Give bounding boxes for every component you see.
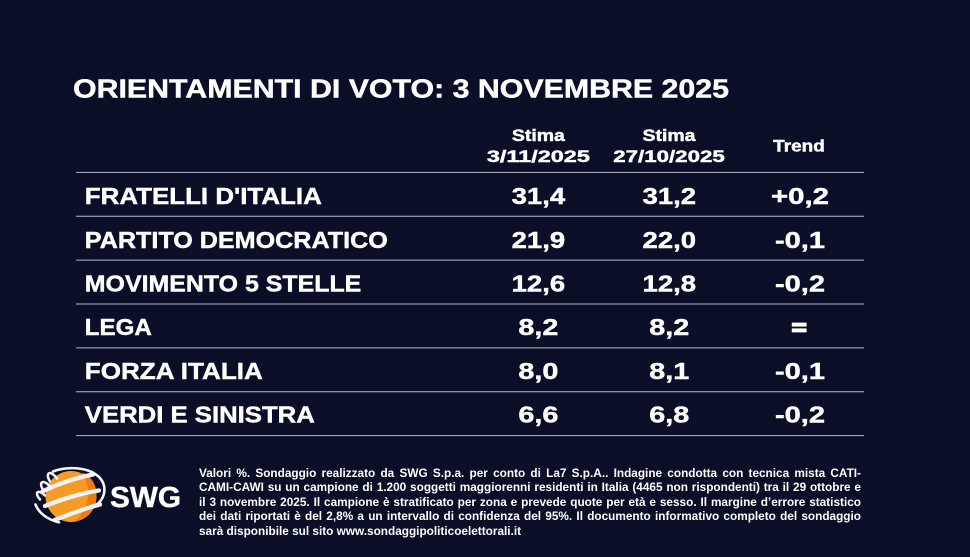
svg-text:8,2: 8,2: [649, 314, 689, 340]
svg-text:-0,2: -0,2: [775, 271, 825, 297]
svg-text:VERDI E SINISTRA: VERDI E SINISTRA: [85, 402, 315, 428]
svg-text:8,2: 8,2: [518, 314, 558, 340]
svg-text:Stima: Stima: [512, 127, 566, 145]
svg-text:FORZA ITALIA: FORZA ITALIA: [85, 358, 263, 384]
svg-text:Trend: Trend: [773, 138, 825, 156]
svg-text:22,0: 22,0: [643, 227, 697, 253]
svg-text:MOVIMENTO 5 STELLE: MOVIMENTO 5 STELLE: [85, 271, 362, 297]
svg-text:21,9: 21,9: [512, 227, 566, 253]
svg-text:-0,1: -0,1: [775, 358, 825, 384]
svg-text:12,8: 12,8: [643, 271, 697, 297]
svg-text:PARTITO DEMOCRATICO: PARTITO DEMOCRATICO: [85, 227, 388, 253]
svg-text:3/11/2025: 3/11/2025: [487, 148, 590, 166]
svg-text:27/10/2025: 27/10/2025: [613, 148, 725, 166]
svg-text:Stima: Stima: [643, 127, 697, 145]
svg-text:+0,2: +0,2: [771, 183, 829, 209]
svg-text:12,6: 12,6: [512, 271, 566, 297]
svg-text:8,0: 8,0: [518, 358, 558, 384]
svg-text:-0,1: -0,1: [775, 227, 825, 253]
svg-text:SWG: SWG: [110, 482, 181, 514]
svg-text:8,1: 8,1: [649, 358, 689, 384]
svg-text:6,8: 6,8: [649, 402, 689, 428]
svg-text:LEGA: LEGA: [85, 314, 152, 340]
svg-text:31,4: 31,4: [512, 183, 566, 209]
svg-text:6,6: 6,6: [518, 402, 558, 428]
svg-text:FRATELLI D'ITALIA: FRATELLI D'ITALIA: [85, 183, 322, 209]
svg-text:31,2: 31,2: [643, 183, 697, 209]
svg-text:-0,2: -0,2: [775, 402, 825, 428]
svg-text:ORIENTAMENTI DI VOTO: 3 NOVEMB: ORIENTAMENTI DI VOTO: 3 NOVEMBRE 2025: [73, 73, 729, 103]
